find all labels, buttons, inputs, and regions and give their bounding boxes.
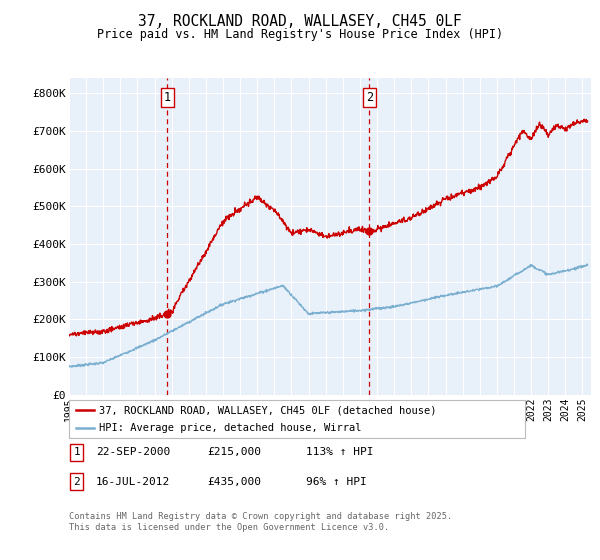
Text: Contains HM Land Registry data © Crown copyright and database right 2025.
This d: Contains HM Land Registry data © Crown c… [69,512,452,532]
Text: 1: 1 [164,91,170,104]
Text: 37, ROCKLAND ROAD, WALLASEY, CH45 0LF: 37, ROCKLAND ROAD, WALLASEY, CH45 0LF [138,14,462,29]
Text: 96% ↑ HPI: 96% ↑ HPI [306,477,367,487]
Text: £435,000: £435,000 [207,477,261,487]
Text: Price paid vs. HM Land Registry's House Price Index (HPI): Price paid vs. HM Land Registry's House … [97,28,503,41]
Text: 22-SEP-2000: 22-SEP-2000 [96,447,170,458]
Text: 37, ROCKLAND ROAD, WALLASEY, CH45 0LF (detached house): 37, ROCKLAND ROAD, WALLASEY, CH45 0LF (d… [98,405,436,415]
Text: 113% ↑ HPI: 113% ↑ HPI [306,447,373,458]
Text: 2: 2 [365,91,373,104]
Text: 16-JUL-2012: 16-JUL-2012 [96,477,170,487]
Text: 2: 2 [73,477,80,487]
Text: £215,000: £215,000 [207,447,261,458]
Text: 1: 1 [73,447,80,458]
Text: HPI: Average price, detached house, Wirral: HPI: Average price, detached house, Wirr… [98,423,361,433]
